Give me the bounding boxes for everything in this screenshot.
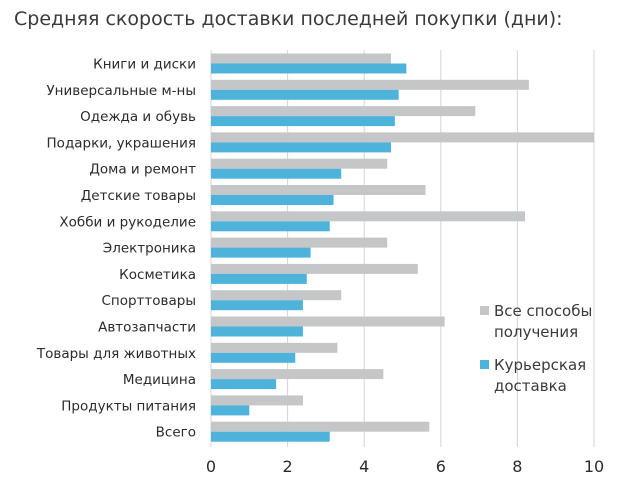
chart-title: Средняя скорость доставки последней поку… (14, 8, 563, 30)
bar-all-methods-13 (211, 395, 303, 406)
x-tick-label: 0 (206, 457, 216, 476)
category-label: Спорттовары (101, 293, 196, 309)
bar-all-methods-1 (211, 79, 529, 90)
bar-courier-4 (211, 168, 342, 179)
bar-all-methods-7 (211, 237, 388, 248)
bar-all-methods-11 (211, 342, 338, 353)
category-label: Детские товары (81, 188, 196, 204)
bar-courier-3 (211, 142, 392, 153)
category-label: Универсальные м-ны (46, 83, 196, 99)
bar-courier-1 (211, 89, 399, 100)
x-tick-label: 4 (359, 457, 369, 476)
bars (211, 53, 594, 442)
category-label: Медицина (123, 372, 196, 388)
legend: Все способы получения Курьерская доставка (480, 302, 592, 395)
category-label: Книги и диски (93, 57, 196, 73)
x-tick-labels: 0 2 4 6 8 10 (206, 457, 604, 476)
category-label: Электроника (103, 241, 196, 257)
category-labels: Книги и диски Универсальные м-ны Одежда и … (36, 57, 196, 441)
bar-courier-9 (211, 300, 303, 311)
bar-courier-6 (211, 221, 330, 232)
x-tick-label: 10 (584, 457, 604, 476)
legend-label-1: Курьерская (494, 356, 586, 374)
category-label: Автозапчасти (98, 320, 196, 336)
category-label: Косметика (119, 267, 196, 283)
bar-all-methods-8 (211, 263, 418, 274)
bar-courier-13 (211, 405, 250, 416)
x-tick-label: 8 (512, 457, 522, 476)
bar-courier-11 (211, 352, 296, 363)
category-label: Дома и ремонт (89, 162, 196, 178)
bar-all-methods-0 (211, 53, 392, 64)
category-label: Товары для животных (36, 346, 196, 362)
bar-all-methods-5 (211, 185, 426, 195)
bar-courier-12 (211, 379, 277, 390)
category-label: Подарки, украшения (47, 135, 196, 151)
x-tick-label: 2 (283, 457, 293, 476)
legend-swatch-1 (480, 360, 489, 369)
category-label: Всего (156, 425, 196, 441)
legend-label-0: Все способы (494, 302, 592, 320)
bar-all-methods-9 (211, 290, 342, 301)
bar-all-methods-10 (211, 316, 445, 327)
x-tick-label: 6 (436, 457, 446, 476)
bar-courier-5 (211, 195, 334, 205)
bar-courier-7 (211, 247, 311, 258)
legend-label-1: доставка (494, 377, 567, 395)
category-label: Продукты питания (61, 398, 196, 414)
bar-all-methods-4 (211, 158, 388, 169)
bar-all-methods-12 (211, 369, 384, 380)
bar-courier-2 (211, 116, 395, 127)
bar-all-methods-6 (211, 211, 526, 222)
bar-courier-10 (211, 326, 303, 337)
category-label: Одежда и обувь (80, 109, 196, 125)
bar-all-methods-14 (211, 421, 430, 432)
legend-label-0: получения (494, 323, 578, 341)
bar-courier-8 (211, 273, 307, 284)
bar-all-methods-2 (211, 106, 476, 117)
legend-swatch-0 (480, 306, 489, 315)
bar-courier-0 (211, 63, 407, 74)
bar-all-methods-3 (211, 132, 594, 143)
bar-courier-14 (211, 431, 330, 442)
category-label: Хобби и рукоделие (59, 214, 196, 230)
